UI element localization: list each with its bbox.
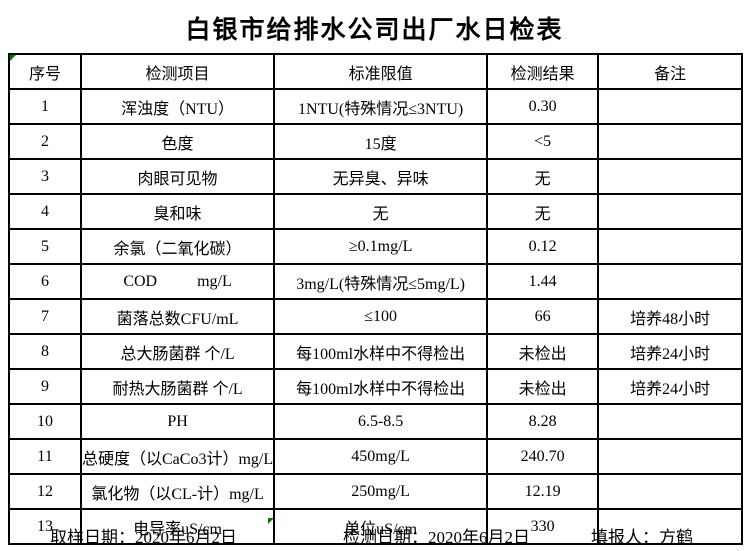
- cell-note: [597, 403, 744, 440]
- header-result: 检测结果: [486, 53, 600, 90]
- cell-result: 240.70: [486, 438, 600, 475]
- cell-result: 未检出: [486, 333, 600, 370]
- cell-limit: 15度: [273, 123, 489, 160]
- cell-limit: 每100ml水样中不得检出: [273, 333, 489, 370]
- cell-no: 3: [8, 158, 82, 195]
- cell-note: [597, 508, 744, 545]
- cell-limit: 无异臭、异味: [273, 158, 489, 195]
- cell-result: 无: [486, 158, 600, 195]
- table-row: 1 浑浊度（NTU） 1NTU(特殊情况≤3NTU) 0.30: [8, 88, 744, 125]
- table-row: 13 电导率uS/cm 单位uS/cm 330: [8, 508, 744, 545]
- cell-limit: 每100ml水样中不得检出: [273, 368, 489, 405]
- cell-item: 总硬度（以CaCo3计）mg/L: [79, 438, 276, 475]
- cell-item: 菌落总数CFU/mL: [79, 298, 276, 335]
- cell-no: 7: [8, 298, 82, 335]
- header-no-label: 序号: [28, 65, 61, 83]
- table-row: 3 肉眼可见物 无异臭、异味 无: [8, 158, 744, 195]
- cell-item: 色度: [79, 123, 276, 160]
- cell-limit: 6.5-8.5: [273, 403, 489, 440]
- reporter-label: 填报人：方鹤: [591, 528, 693, 547]
- sampling-date-label: 取样日期：2020年6月2日: [50, 528, 237, 547]
- table-row: 7 菌落总数CFU/mL ≤100 66 培养48小时: [8, 298, 744, 335]
- header-limit: 标准限值: [273, 53, 489, 90]
- green-triangle-marker-icon: [268, 518, 274, 524]
- table-row: 6 COD mg/L 3mg/L(特殊情况≤5mg/L) 1.44: [8, 263, 744, 300]
- cell-result: 330: [486, 508, 600, 545]
- cell-no: 12: [8, 473, 82, 510]
- cell-result: 1.44: [486, 263, 600, 300]
- header-no: 序号: [8, 53, 82, 90]
- cell-result: 66: [486, 298, 600, 335]
- table-row: 4 臭和味 无 无: [8, 193, 744, 230]
- cell-no: 11: [8, 438, 82, 475]
- cell-item: 臭和味: [79, 193, 276, 230]
- table-row: 10 PH 6.5-8.5 8.28: [8, 403, 744, 440]
- cell-limit: 450mg/L: [273, 438, 489, 475]
- cell-item: PH: [79, 403, 276, 440]
- cell-note: [597, 228, 744, 265]
- cell-result: 0.12: [486, 228, 600, 265]
- cell-item: 氯化物（以CL-计）mg/L: [79, 473, 276, 510]
- table-row: 8 总大肠菌群 个/L 每100ml水样中不得检出 未检出 培养24小时: [8, 333, 744, 370]
- cell-note: [597, 263, 744, 300]
- cell-note: [597, 438, 744, 475]
- table-header-row: 序号 检测项目 标准限值 检测结果 备注: [8, 53, 744, 90]
- cell-limit: 无: [273, 193, 489, 230]
- table-row: 2 色度 15度 <5: [8, 123, 744, 160]
- cell-item: 耐热大肠菌群 个/L: [79, 368, 276, 405]
- table-row: 12 氯化物（以CL-计）mg/L 250mg/L 12.19: [8, 473, 744, 510]
- cell-item: COD mg/L: [79, 263, 276, 300]
- cell-item: 余氯（二氧化碳）: [79, 228, 276, 265]
- table-row: 5 余氯（二氧化碳） ≥0.1mg/L 0.12: [8, 228, 744, 265]
- cell-no: 5: [8, 228, 82, 265]
- cell-note: [597, 473, 744, 510]
- table-row: 9 耐热大肠菌群 个/L 每100ml水样中不得检出 未检出 培养24小时: [8, 368, 744, 405]
- cell-item: 电导率uS/cm: [79, 508, 276, 545]
- cell-note: 培养24小时: [597, 368, 744, 405]
- cell-item: 总大肠菌群 个/L: [79, 333, 276, 370]
- green-triangle-marker-icon: [10, 55, 16, 61]
- header-item: 检测项目: [79, 53, 276, 90]
- table-row: 11 总硬度（以CaCo3计）mg/L 450mg/L 240.70: [8, 438, 744, 475]
- cell-result: 未检出: [486, 368, 600, 405]
- cell-no: 2: [8, 123, 82, 160]
- testing-date-label: 检测日期：2020年6月2日: [343, 528, 530, 547]
- cell-limit: ≤100: [273, 298, 489, 335]
- cell-note: [597, 158, 744, 195]
- cell-no: 8: [8, 333, 82, 370]
- cell-result: 0.30: [486, 88, 600, 125]
- cell-item: 肉眼可见物: [79, 158, 276, 195]
- cell-no: 6: [8, 263, 82, 300]
- cell-note: [597, 193, 744, 230]
- cell-limit: 3mg/L(特殊情况≤5mg/L): [273, 263, 489, 300]
- cell-result: <5: [486, 123, 600, 160]
- cell-no: 4: [8, 193, 82, 230]
- water-inspection-table: 序号 检测项目 标准限值 检测结果 备注 1 浑浊度（NTU） 1NTU(特殊情…: [8, 53, 744, 545]
- cell-note: 培养24小时: [597, 333, 744, 370]
- cell-limit: 250mg/L: [273, 473, 489, 510]
- cell-note: [597, 123, 744, 160]
- cell-result: 12.19: [486, 473, 600, 510]
- cell-result: 无: [486, 193, 600, 230]
- page-title: 白银市给排水公司出厂水日检表: [185, 17, 564, 44]
- cell-no: 9: [8, 368, 82, 405]
- cell-result: 8.28: [486, 403, 600, 440]
- cell-item: 浑浊度（NTU）: [79, 88, 276, 125]
- cell-limit: 1NTU(特殊情况≤3NTU): [273, 88, 489, 125]
- cell-note: [597, 88, 744, 125]
- cell-limit: ≥0.1mg/L: [273, 228, 489, 265]
- cell-note: 培养48小时: [597, 298, 744, 335]
- cell-limit: 单位uS/cm: [273, 508, 489, 545]
- cell-no: 10: [8, 403, 82, 440]
- cell-no: 13: [8, 508, 82, 545]
- cell-no: 1: [8, 88, 82, 125]
- header-note: 备注: [597, 53, 744, 90]
